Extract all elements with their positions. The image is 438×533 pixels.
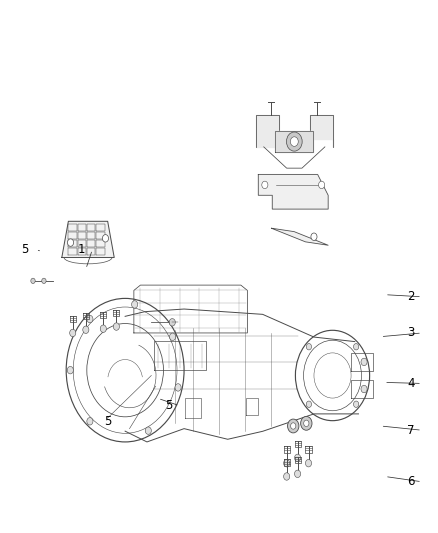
Circle shape bbox=[353, 344, 359, 350]
Text: 4: 4 bbox=[407, 377, 415, 390]
Text: 1: 1 bbox=[78, 243, 85, 256]
Circle shape bbox=[67, 239, 74, 246]
Polygon shape bbox=[272, 228, 328, 245]
Circle shape bbox=[67, 367, 74, 374]
Circle shape bbox=[102, 235, 109, 242]
Polygon shape bbox=[310, 115, 332, 147]
Circle shape bbox=[169, 319, 175, 326]
Circle shape bbox=[306, 344, 311, 350]
Circle shape bbox=[353, 401, 359, 407]
Circle shape bbox=[311, 233, 317, 240]
Text: 2: 2 bbox=[407, 290, 415, 303]
Circle shape bbox=[300, 416, 312, 430]
Circle shape bbox=[361, 358, 367, 366]
Circle shape bbox=[170, 333, 176, 341]
Text: 7: 7 bbox=[407, 424, 415, 437]
Circle shape bbox=[145, 427, 152, 434]
Circle shape bbox=[70, 329, 76, 337]
Circle shape bbox=[100, 325, 106, 333]
Circle shape bbox=[262, 181, 268, 189]
Circle shape bbox=[304, 420, 309, 426]
Text: 3: 3 bbox=[407, 326, 415, 340]
Circle shape bbox=[83, 326, 89, 334]
Circle shape bbox=[286, 132, 302, 151]
Circle shape bbox=[290, 137, 298, 147]
Polygon shape bbox=[62, 221, 114, 257]
Circle shape bbox=[306, 401, 311, 407]
Circle shape bbox=[288, 419, 299, 433]
Circle shape bbox=[87, 417, 93, 425]
Circle shape bbox=[42, 278, 46, 284]
Text: 5: 5 bbox=[21, 243, 28, 256]
Text: 6: 6 bbox=[407, 475, 415, 488]
Circle shape bbox=[284, 459, 290, 467]
Circle shape bbox=[305, 459, 311, 467]
Circle shape bbox=[361, 385, 367, 393]
Circle shape bbox=[294, 454, 300, 462]
Circle shape bbox=[87, 316, 93, 323]
Circle shape bbox=[318, 181, 325, 189]
Text: 5: 5 bbox=[104, 415, 111, 428]
Polygon shape bbox=[275, 131, 314, 152]
Circle shape bbox=[175, 384, 181, 391]
Text: 5: 5 bbox=[165, 399, 173, 413]
Circle shape bbox=[284, 473, 290, 480]
Circle shape bbox=[31, 278, 35, 284]
Circle shape bbox=[294, 470, 300, 478]
Circle shape bbox=[113, 323, 120, 330]
Polygon shape bbox=[256, 115, 279, 147]
Polygon shape bbox=[258, 174, 328, 209]
Circle shape bbox=[290, 423, 296, 429]
Circle shape bbox=[131, 301, 138, 308]
